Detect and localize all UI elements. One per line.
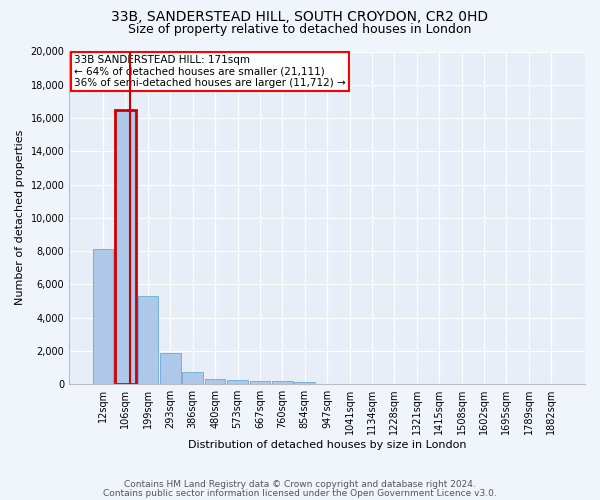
Text: 33B SANDERSTEAD HILL: 171sqm
← 64% of detached houses are smaller (21,111)
36% o: 33B SANDERSTEAD HILL: 171sqm ← 64% of de… [74,55,346,88]
Bar [182,372,203,384]
Bar [115,110,136,384]
Bar [272,382,293,384]
Bar [137,296,158,384]
Bar [93,250,113,384]
Text: Contains HM Land Registry data © Crown copyright and database right 2024.: Contains HM Land Registry data © Crown c… [124,480,476,489]
Y-axis label: Number of detached properties: Number of detached properties [15,130,25,306]
Bar [205,378,226,384]
Bar [295,382,315,384]
Bar [227,380,248,384]
X-axis label: Distribution of detached houses by size in London: Distribution of detached houses by size … [188,440,466,450]
Text: Contains public sector information licensed under the Open Government Licence v3: Contains public sector information licen… [103,488,497,498]
Bar [160,354,181,384]
Text: Size of property relative to detached houses in London: Size of property relative to detached ho… [128,22,472,36]
Bar [250,381,270,384]
Text: 33B, SANDERSTEAD HILL, SOUTH CROYDON, CR2 0HD: 33B, SANDERSTEAD HILL, SOUTH CROYDON, CR… [112,10,488,24]
